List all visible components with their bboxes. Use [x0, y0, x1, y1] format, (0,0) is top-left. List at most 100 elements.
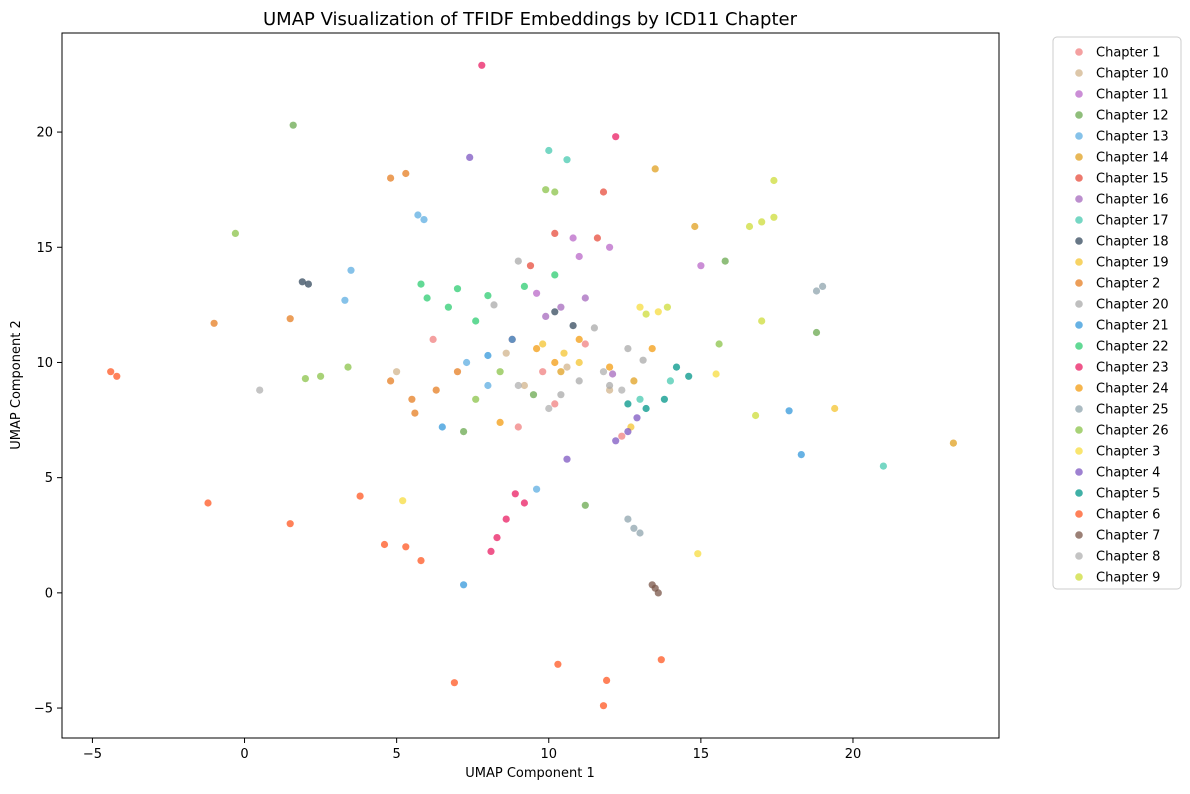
- point-chapter-12-2: [557, 391, 565, 399]
- legend-marker: [1075, 69, 1083, 77]
- point-chapter-25-2: [758, 218, 766, 226]
- point-chapter-0-4: [514, 423, 522, 431]
- point-chapter-3-5: [460, 428, 468, 436]
- y-tick-label: 5: [45, 471, 53, 486]
- point-chapter-9-2: [551, 308, 559, 316]
- point-chapter-25-0: [770, 176, 778, 185]
- legend-label: Chapter 20: [1096, 298, 1169, 313]
- legend-label: Chapter 23: [1096, 361, 1169, 376]
- point-chapter-0-2: [429, 335, 437, 343]
- legend-label: Chapter 24: [1096, 382, 1169, 397]
- legend-marker: [1075, 447, 1083, 455]
- point-chapter-24-1: [599, 368, 608, 376]
- point-chapter-2-1: [575, 252, 583, 261]
- point-chapter-6-0: [599, 188, 608, 196]
- point-chapter-21-3: [624, 400, 632, 408]
- legend-marker: [1075, 510, 1083, 518]
- point-chapter-5-1: [630, 377, 638, 385]
- legend-label: Chapter 9: [1096, 571, 1160, 586]
- point-chapter-16-1: [575, 335, 583, 343]
- point-chapter-13-2: [484, 351, 492, 360]
- point-chapter-25-4: [642, 310, 650, 318]
- point-chapter-14-6: [472, 317, 480, 325]
- point-chapter-17-3: [819, 282, 827, 290]
- point-chapter-18-2: [344, 363, 352, 371]
- point-chapter-20-1: [563, 455, 571, 463]
- point-chapter-13-0: [460, 581, 468, 589]
- legend-label: Chapter 7: [1096, 529, 1160, 544]
- point-chapter-21-2: [660, 395, 669, 403]
- point-chapter-4-1: [420, 216, 428, 224]
- point-chapter-11-1: [286, 315, 294, 323]
- legend-label: Chapter 16: [1096, 193, 1169, 208]
- point-chapter-4-5: [484, 381, 492, 390]
- legend-marker: [1075, 468, 1083, 476]
- x-tick-label: 10: [540, 747, 557, 762]
- legend-frame: [1052, 36, 1182, 590]
- point-chapter-11-0: [210, 319, 218, 327]
- point-chapter-25-7: [758, 317, 766, 325]
- legend-marker: [1075, 153, 1083, 161]
- y-axis-label: UMAP Component 2: [9, 320, 24, 449]
- point-chapter-15-1: [612, 133, 620, 141]
- point-chapter-22-7: [554, 660, 562, 668]
- point-chapter-8-0: [545, 146, 553, 155]
- point-chapter-11-3: [402, 169, 410, 178]
- point-chapter-18-5: [551, 188, 559, 196]
- point-chapter-3-1: [581, 501, 589, 509]
- legend-marker: [1075, 405, 1083, 413]
- y-tick-label: 0: [45, 586, 53, 601]
- point-chapter-15-5: [511, 490, 519, 498]
- point-chapter-20-2: [624, 428, 632, 436]
- point-chapter-18-8: [715, 340, 723, 348]
- point-chapter-15-2: [502, 515, 510, 523]
- legend-marker: [1075, 111, 1083, 119]
- point-chapter-8-1: [563, 156, 571, 164]
- point-chapter-9-1: [304, 280, 312, 288]
- point-chapter-15-4: [520, 499, 529, 507]
- point-chapter-12-6: [490, 301, 498, 309]
- point-chapter-24-0: [256, 386, 264, 394]
- point-chapter-17-0: [624, 515, 632, 523]
- point-chapter-16-5: [648, 345, 656, 353]
- point-chapter-22-1: [113, 372, 121, 380]
- point-chapter-4-0: [414, 211, 422, 219]
- point-chapter-1-1: [563, 363, 571, 371]
- legend-label: Chapter 1: [1096, 46, 1160, 61]
- point-chapter-4-6: [533, 485, 541, 493]
- point-chapter-17-1: [630, 524, 638, 532]
- point-chapter-0-1: [551, 400, 559, 408]
- point-chapter-2-3: [697, 262, 705, 270]
- point-chapter-11-6: [453, 368, 462, 376]
- point-chapter-4-4: [463, 358, 471, 367]
- legend-label: Chapter 13: [1096, 130, 1169, 145]
- point-chapter-22-8: [599, 702, 608, 710]
- point-chapter-13-4: [785, 407, 793, 415]
- point-chapter-7-2: [542, 312, 550, 320]
- point-chapter-5-2: [557, 368, 565, 376]
- point-chapter-6-3: [526, 262, 535, 270]
- point-chapter-0-3: [618, 432, 626, 440]
- legend-marker: [1075, 531, 1083, 539]
- legend-marker: [1075, 573, 1083, 581]
- point-chapter-21-4: [642, 404, 650, 413]
- point-chapter-4-3: [341, 296, 349, 304]
- x-axis-label: UMAP Component 1: [465, 766, 594, 781]
- point-chapter-22-3: [417, 557, 425, 565]
- point-chapter-13-1: [438, 423, 446, 431]
- point-chapter-1-4: [502, 349, 510, 357]
- x-tick-label: 15: [693, 747, 710, 762]
- point-chapter-20-3: [612, 437, 620, 445]
- plot-frame: [61, 32, 1000, 739]
- legend-marker: [1075, 90, 1083, 98]
- legend-label: Chapter 22: [1096, 340, 1169, 355]
- legend-label: Chapter 6: [1096, 508, 1160, 523]
- point-chapter-10-2: [575, 358, 583, 367]
- legend-label: Chapter 10: [1096, 67, 1169, 82]
- y-tick-label: 20: [36, 126, 53, 141]
- point-chapter-13-5: [797, 451, 805, 459]
- point-chapter-15-6: [487, 547, 495, 556]
- point-chapter-18-3: [231, 229, 239, 237]
- x-axis: −5 0 5 10 15 20: [83, 738, 861, 762]
